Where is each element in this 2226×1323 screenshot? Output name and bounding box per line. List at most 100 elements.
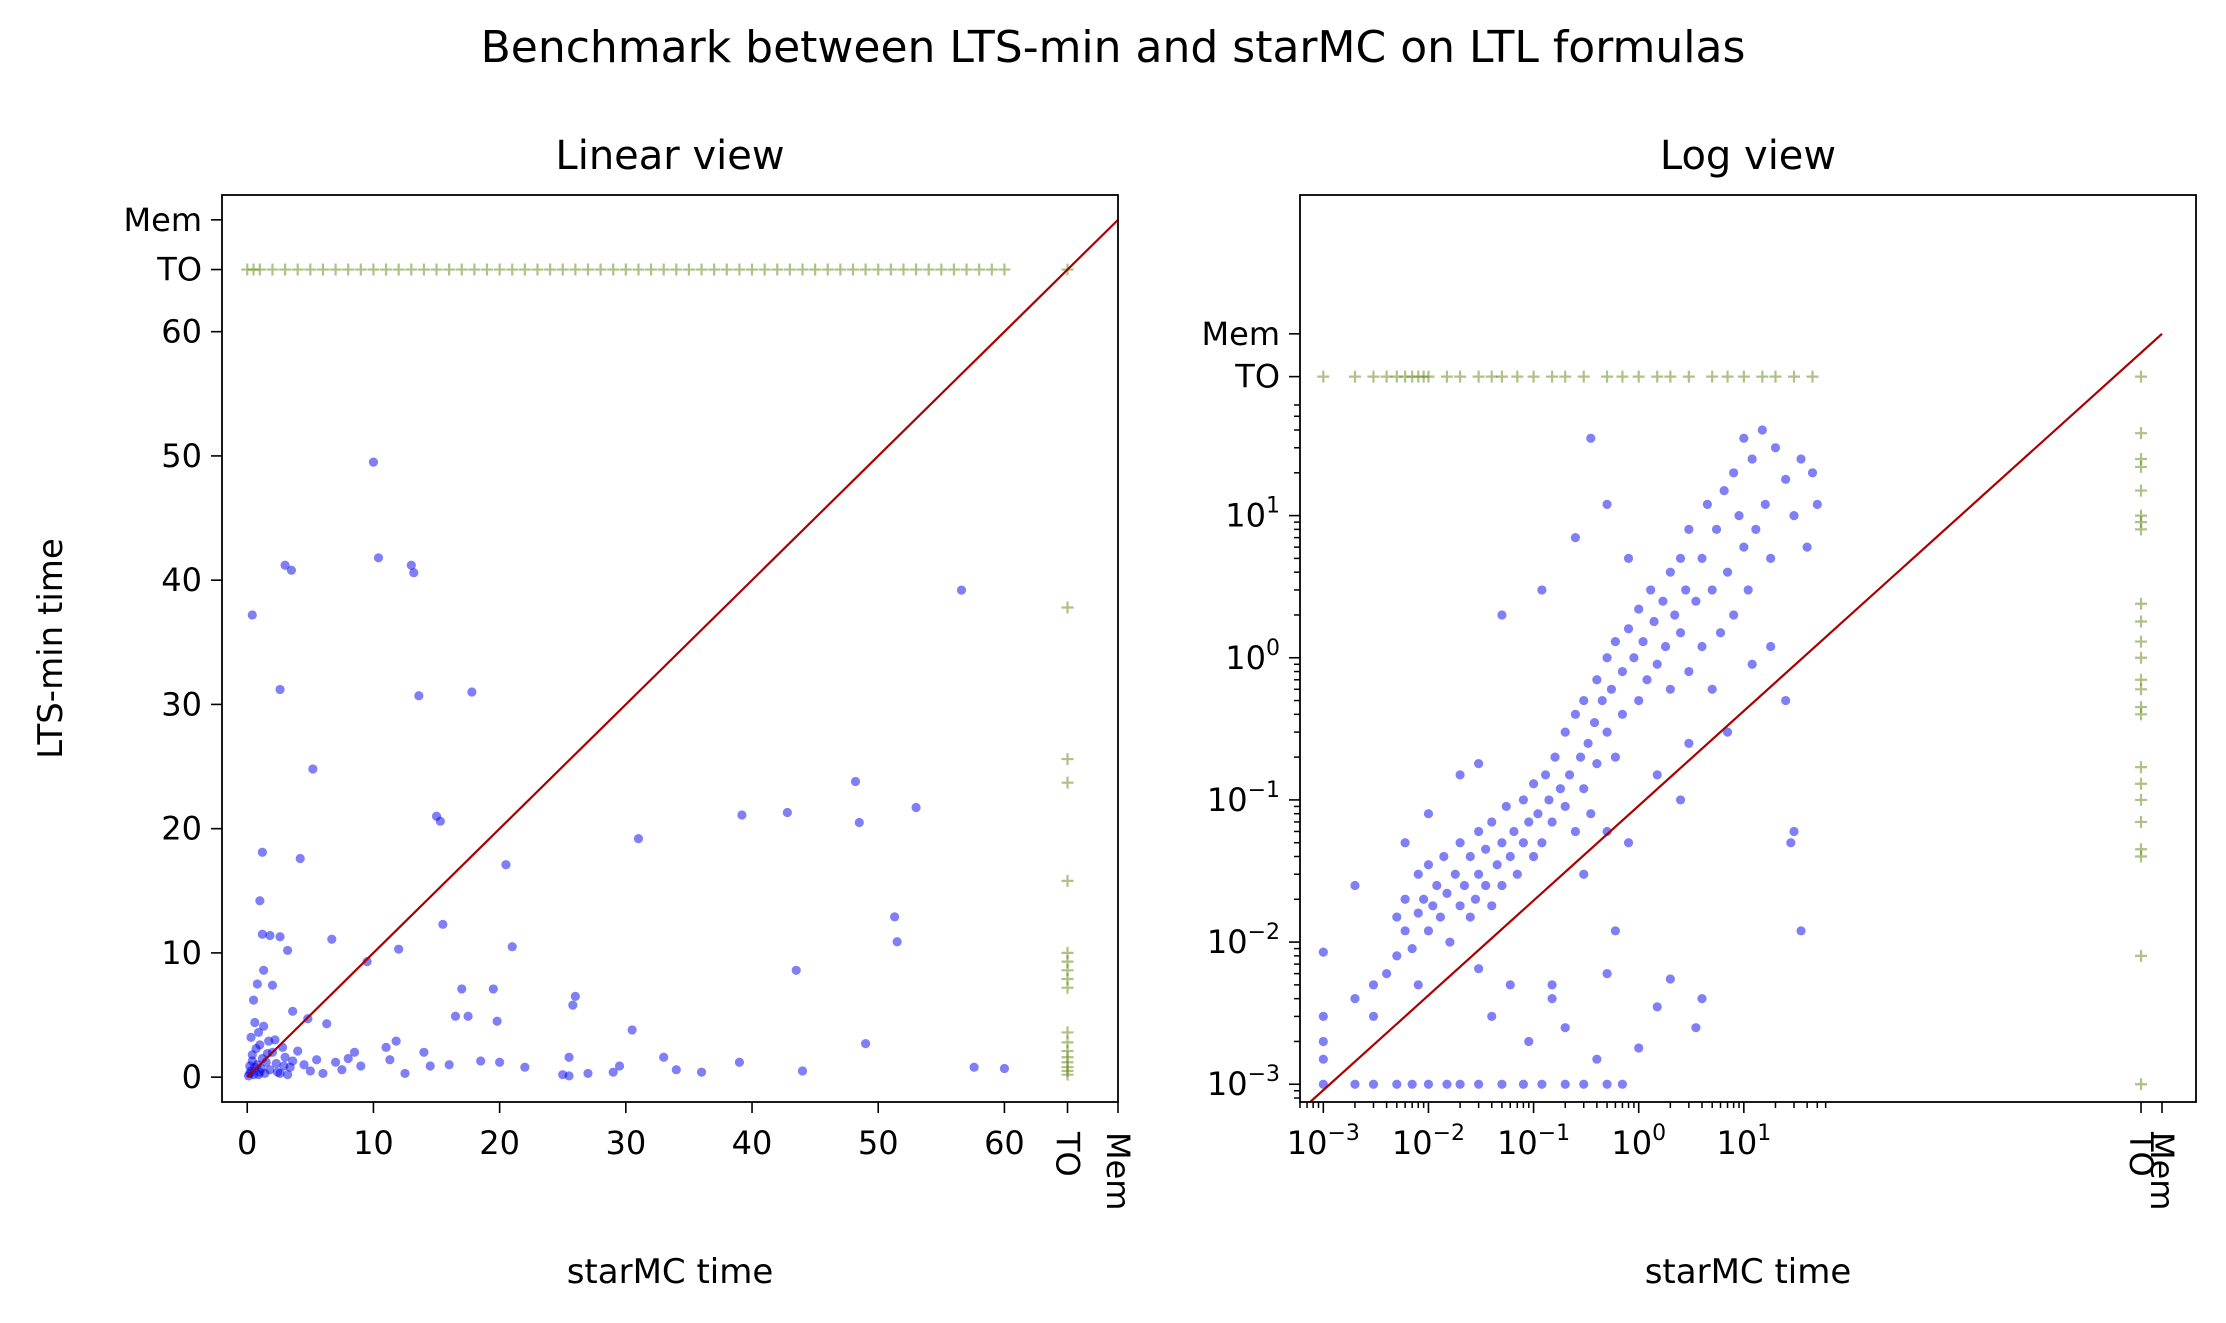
- data-point: [1455, 1079, 1465, 1089]
- data-point: [854, 817, 864, 828]
- data-point: [1602, 499, 1612, 509]
- x-axis-label: starMC time: [1645, 1252, 1852, 1292]
- data-point: [1634, 695, 1644, 706]
- data-point: [288, 1056, 298, 1066]
- data-point: [253, 1027, 264, 1038]
- data-point: [1413, 869, 1423, 879]
- data-point: [1652, 1002, 1662, 1012]
- data-point: [1560, 1023, 1570, 1033]
- data-point: [1586, 433, 1596, 443]
- data-point: [1350, 994, 1360, 1004]
- data-point: [1413, 980, 1423, 990]
- data-point: [614, 1061, 625, 1071]
- data-point: [1518, 1079, 1528, 1089]
- data-point: [1770, 443, 1781, 453]
- data-point: [1634, 1043, 1644, 1053]
- y-tick-label: 101: [1225, 494, 1280, 535]
- data-point: [318, 1068, 328, 1079]
- data-point: [734, 1057, 745, 1067]
- data-point: [1597, 695, 1607, 706]
- timeout-point: [834, 263, 847, 276]
- y-tick-label: 10: [161, 934, 202, 972]
- data-point: [295, 853, 305, 864]
- timeout-point: [884, 263, 897, 276]
- timeout-point: [481, 263, 494, 276]
- subplot-title: Linear view: [555, 133, 784, 179]
- data-point: [1533, 809, 1543, 819]
- data-point: [1702, 499, 1712, 509]
- y-tick-label: 40: [161, 561, 202, 599]
- data-point: [476, 1056, 486, 1066]
- timeout-point: [544, 263, 557, 276]
- timeout-point: [922, 263, 935, 276]
- data-point: [1368, 1011, 1379, 1022]
- data-point: [257, 847, 267, 857]
- timeout-point: [1348, 370, 1361, 383]
- data-point: [293, 1046, 303, 1056]
- timeout-point: [2135, 949, 2148, 962]
- data-point: [999, 1063, 1010, 1074]
- data-point: [911, 802, 921, 813]
- data-point: [1807, 468, 1818, 478]
- data-point: [1474, 964, 1484, 974]
- data-point: [250, 1017, 260, 1028]
- timeout-point: [2135, 615, 2148, 628]
- data-point: [409, 568, 419, 578]
- y-tick-label: TO: [1234, 358, 1280, 396]
- data-point: [1537, 1079, 1547, 1089]
- data-point: [1423, 926, 1434, 936]
- data-point: [1652, 770, 1662, 780]
- plot-area: [1309, 333, 2163, 1102]
- data-point: [1675, 553, 1686, 563]
- data-point: [283, 1070, 293, 1080]
- data-point: [492, 1016, 502, 1026]
- data-point: [1629, 653, 1639, 663]
- data-point: [1610, 926, 1620, 936]
- data-point: [1802, 542, 1812, 552]
- data-point: [267, 980, 278, 990]
- data-point: [1570, 709, 1581, 719]
- timeout-point: [581, 263, 594, 276]
- data-point: [488, 984, 498, 994]
- data-point: [1423, 809, 1434, 819]
- data-point: [1602, 727, 1612, 737]
- data-point: [1505, 851, 1515, 862]
- data-point: [1743, 585, 1753, 595]
- timeout-point: [1061, 981, 1074, 994]
- timeout-point: [1664, 370, 1677, 383]
- data-point: [1658, 596, 1668, 606]
- data-point: [444, 1060, 454, 1070]
- data-point: [1789, 511, 1799, 521]
- data-point: [1610, 636, 1620, 647]
- data-point: [435, 816, 445, 826]
- data-point: [252, 979, 262, 989]
- timeout-point: [2135, 793, 2148, 806]
- y-tick-label: 50: [161, 437, 202, 475]
- timeout-point: [1317, 370, 1330, 383]
- data-point: [271, 1058, 281, 1069]
- timeout-point: [1061, 601, 1074, 614]
- diagonal-line: [1309, 333, 2163, 1102]
- data-point: [257, 929, 267, 939]
- data-point: [1512, 869, 1522, 879]
- data-point: [1560, 1079, 1570, 1089]
- data-point: [337, 1065, 347, 1075]
- data-point: [850, 776, 861, 787]
- data-point: [1697, 553, 1707, 563]
- data-point: [275, 684, 285, 695]
- data-point: [1579, 1079, 1589, 1089]
- data-point: [438, 919, 448, 929]
- timeout-point: [569, 263, 582, 276]
- timeout-point: [1806, 370, 1819, 383]
- data-point: [280, 1052, 290, 1062]
- timeout-point: [2135, 1078, 2148, 1091]
- y-tick-label: Mem: [1202, 315, 1280, 353]
- data-point: [1583, 738, 1593, 748]
- timeout-point: [872, 263, 885, 276]
- y-tick-label: Mem: [124, 201, 202, 239]
- data-point: [1392, 912, 1402, 922]
- data-point: [1796, 454, 1806, 464]
- data-point: [1649, 616, 1659, 627]
- data-point: [265, 930, 275, 941]
- data-point: [1589, 717, 1600, 728]
